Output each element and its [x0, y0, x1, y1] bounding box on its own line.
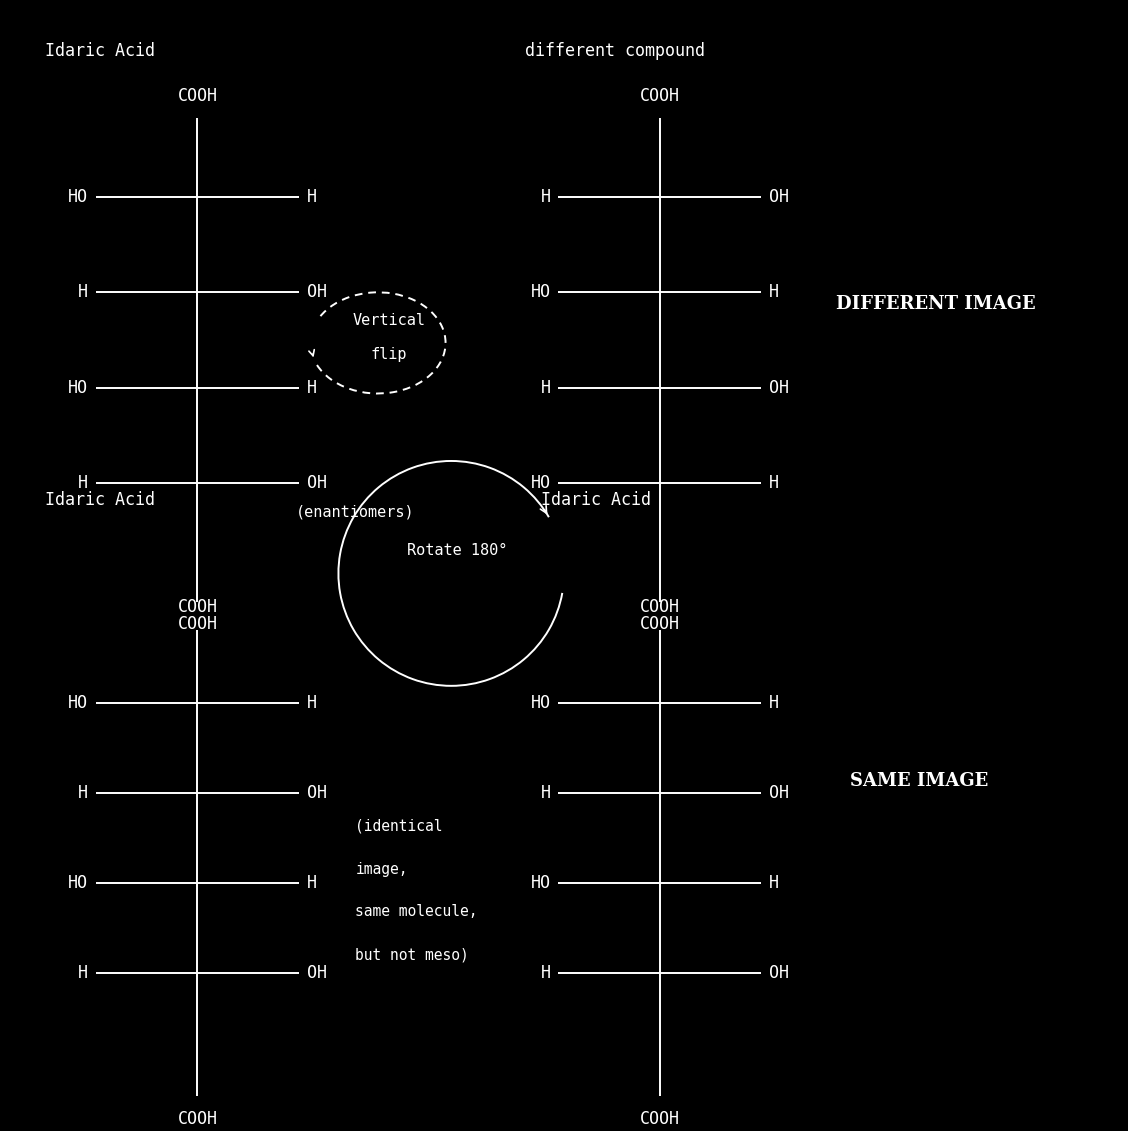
Text: but not meso): but not meso): [355, 947, 469, 962]
Text: HO: HO: [530, 284, 550, 301]
Text: COOH: COOH: [177, 615, 218, 633]
Text: H: H: [78, 475, 88, 492]
Text: OH: OH: [769, 784, 790, 802]
Text: Idaric Acid: Idaric Acid: [45, 491, 156, 509]
Text: COOH: COOH: [640, 598, 680, 616]
Text: COOH: COOH: [640, 615, 680, 633]
Text: SAME IMAGE: SAME IMAGE: [851, 772, 988, 791]
Text: H: H: [769, 693, 779, 711]
Text: image,: image,: [355, 862, 408, 877]
Text: H: H: [540, 964, 550, 982]
Text: H: H: [540, 379, 550, 397]
Text: OH: OH: [769, 964, 790, 982]
Text: COOH: COOH: [177, 1110, 218, 1128]
Text: H: H: [307, 188, 317, 206]
Text: (enantiomers): (enantiomers): [296, 504, 415, 519]
Text: HO: HO: [530, 693, 550, 711]
Text: flip: flip: [371, 347, 407, 362]
Text: COOH: COOH: [640, 87, 680, 104]
Text: H: H: [769, 475, 779, 492]
Text: HO: HO: [68, 188, 88, 206]
Text: same molecule,: same molecule,: [355, 905, 478, 920]
Text: COOH: COOH: [640, 1110, 680, 1128]
Text: HO: HO: [530, 873, 550, 891]
Text: (identical: (identical: [355, 819, 443, 834]
Text: OH: OH: [769, 379, 790, 397]
Text: COOH: COOH: [177, 598, 218, 616]
Text: OH: OH: [307, 475, 327, 492]
Text: OH: OH: [769, 188, 790, 206]
Text: H: H: [307, 693, 317, 711]
Text: Idaric Acid: Idaric Acid: [541, 491, 652, 509]
Text: H: H: [78, 284, 88, 301]
Text: H: H: [769, 284, 779, 301]
Text: HO: HO: [68, 379, 88, 397]
Text: Idaric Acid: Idaric Acid: [45, 42, 156, 60]
Text: H: H: [307, 873, 317, 891]
Text: H: H: [78, 964, 88, 982]
Text: OH: OH: [307, 964, 327, 982]
Text: different compound: different compound: [525, 42, 705, 60]
Text: Vertical: Vertical: [353, 313, 425, 328]
Text: H: H: [307, 379, 317, 397]
Text: H: H: [540, 188, 550, 206]
Text: HO: HO: [68, 873, 88, 891]
Text: COOH: COOH: [177, 87, 218, 104]
Text: HO: HO: [68, 693, 88, 711]
Text: DIFFERENT IMAGE: DIFFERENT IMAGE: [837, 294, 1036, 312]
Text: OH: OH: [307, 284, 327, 301]
Text: Rotate 180°: Rotate 180°: [407, 543, 506, 559]
Text: H: H: [78, 784, 88, 802]
Text: HO: HO: [530, 475, 550, 492]
Text: OH: OH: [307, 784, 327, 802]
Text: H: H: [769, 873, 779, 891]
Text: H: H: [540, 784, 550, 802]
